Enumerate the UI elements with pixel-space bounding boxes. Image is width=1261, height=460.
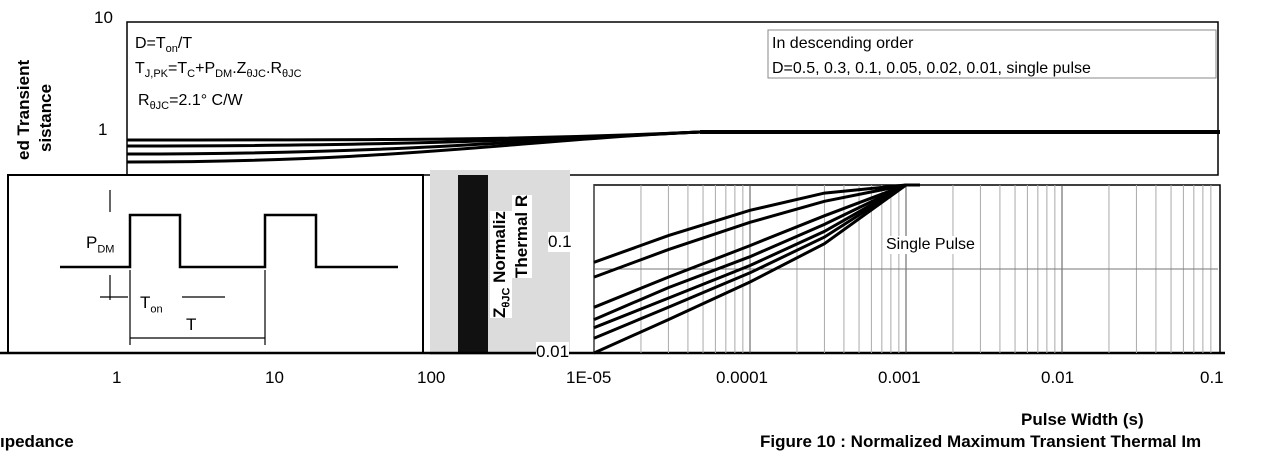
left-caption-fragment: ıpedance [0,432,74,451]
note-duty: D=Ton/T [135,35,193,56]
left-y-label-line2: sistance [36,83,55,152]
ton-label: Ton [140,293,163,316]
right-y-label-line2: Thermal R [512,194,532,278]
right-y-label-line1: ZθJC Normaliz [490,211,513,318]
right-x-tick-1e-05: 1E-05 [566,368,612,387]
left-y-tick-10: 10 [94,8,113,27]
pulse-waveform [60,213,398,269]
left-series-group [126,130,1220,164]
legend-items: D=0.5, 0.3, 0.1, 0.05, 0.02, 0.01, singl… [772,60,1091,77]
right-y-tick-0-01: 0.01 [536,342,570,362]
left-x-tick-10: 10 [265,368,284,387]
pulse-annotations [100,190,266,345]
left-x-tick-1: 1 [112,368,122,387]
left-y-label-line1: ed Transient [14,59,33,160]
pdm-label: PDM [86,233,115,256]
separator-black-bar [458,175,488,353]
right-series-group [593,183,920,355]
right-y-tick-0-1: 0.1 [548,232,572,252]
right-x-tick-0-1: 0.1 [1200,368,1224,387]
pulse-diagram-frame [7,174,424,354]
note-tjpk: TJ,PK=TC+PDM.ZθJC.RθJC [135,60,302,81]
note-rthjc: RθJC=2.1° C/W [138,92,243,113]
left-series-curve [126,130,701,142]
series-line-single-pulse [593,183,920,355]
right-caption: Figure 10 : Normalized Maximum Transient… [760,432,1202,451]
legend-title: In descending order [772,35,914,52]
pulse-train-line [60,213,398,269]
right-x-tick-0-01: 0.01 [1041,368,1075,387]
right-x-label: Pulse Width (s) [1021,410,1144,429]
left-y-tick-1: 1 [98,120,108,139]
period-label: T [186,315,197,334]
right-x-tick-0-0001: 0.0001 [716,368,768,387]
right-x-tick-0-001: 0.001 [878,368,921,387]
single-pulse-label: Single Pulse [886,236,975,254]
grid [593,185,1218,353]
left-x-tick-100: 100 [417,368,446,387]
legend-box [767,29,1217,79]
